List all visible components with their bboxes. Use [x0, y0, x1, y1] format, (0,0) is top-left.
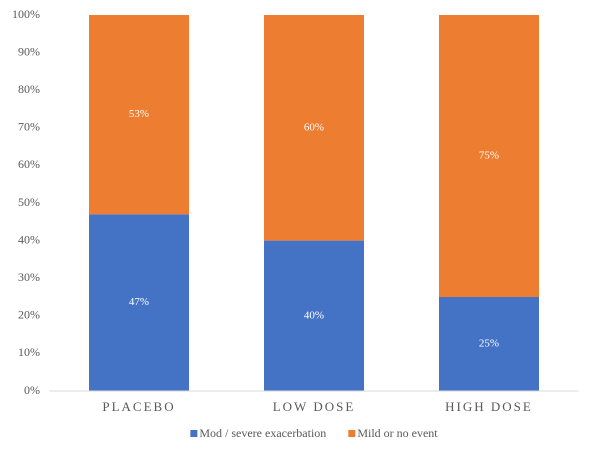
- y-tick-label: 30%: [18, 270, 40, 284]
- bar-segment: [264, 240, 364, 391]
- y-tick-label: 10%: [18, 345, 40, 359]
- bar-segment: [89, 214, 189, 391]
- data-label: 53%: [129, 108, 149, 120]
- y-tick-label: 20%: [18, 308, 40, 322]
- y-tick-label: 50%: [18, 195, 40, 209]
- y-tick-label: 40%: [18, 232, 40, 246]
- bar-segment: [89, 15, 189, 215]
- bar-segment: [439, 297, 539, 391]
- y-tick-label: 60%: [18, 157, 40, 171]
- data-label: 47%: [129, 296, 149, 308]
- y-tick-label: 70%: [18, 120, 40, 134]
- legend-swatch: [348, 430, 356, 437]
- y-tick-label: 100%: [12, 7, 40, 21]
- x-tick-label: LOW DOSE: [273, 399, 356, 414]
- data-label: 25%: [479, 338, 499, 350]
- x-tick-label: PLACEBO: [102, 399, 175, 414]
- legend-swatch: [190, 430, 198, 437]
- x-tick-label: HIGH DOSE: [445, 399, 533, 414]
- data-label: 40%: [304, 309, 324, 321]
- legend-label: Mild or no event: [357, 426, 438, 440]
- bar-segment: [264, 15, 364, 241]
- y-tick-label: 0%: [24, 383, 40, 397]
- data-label: 60%: [304, 121, 324, 133]
- y-tick-label: 90%: [18, 44, 40, 58]
- data-label: 75%: [479, 150, 499, 162]
- y-tick-label: 80%: [18, 82, 40, 96]
- legend-label: Mod / severe exacerbation: [199, 426, 326, 440]
- bar-segment: [439, 15, 539, 297]
